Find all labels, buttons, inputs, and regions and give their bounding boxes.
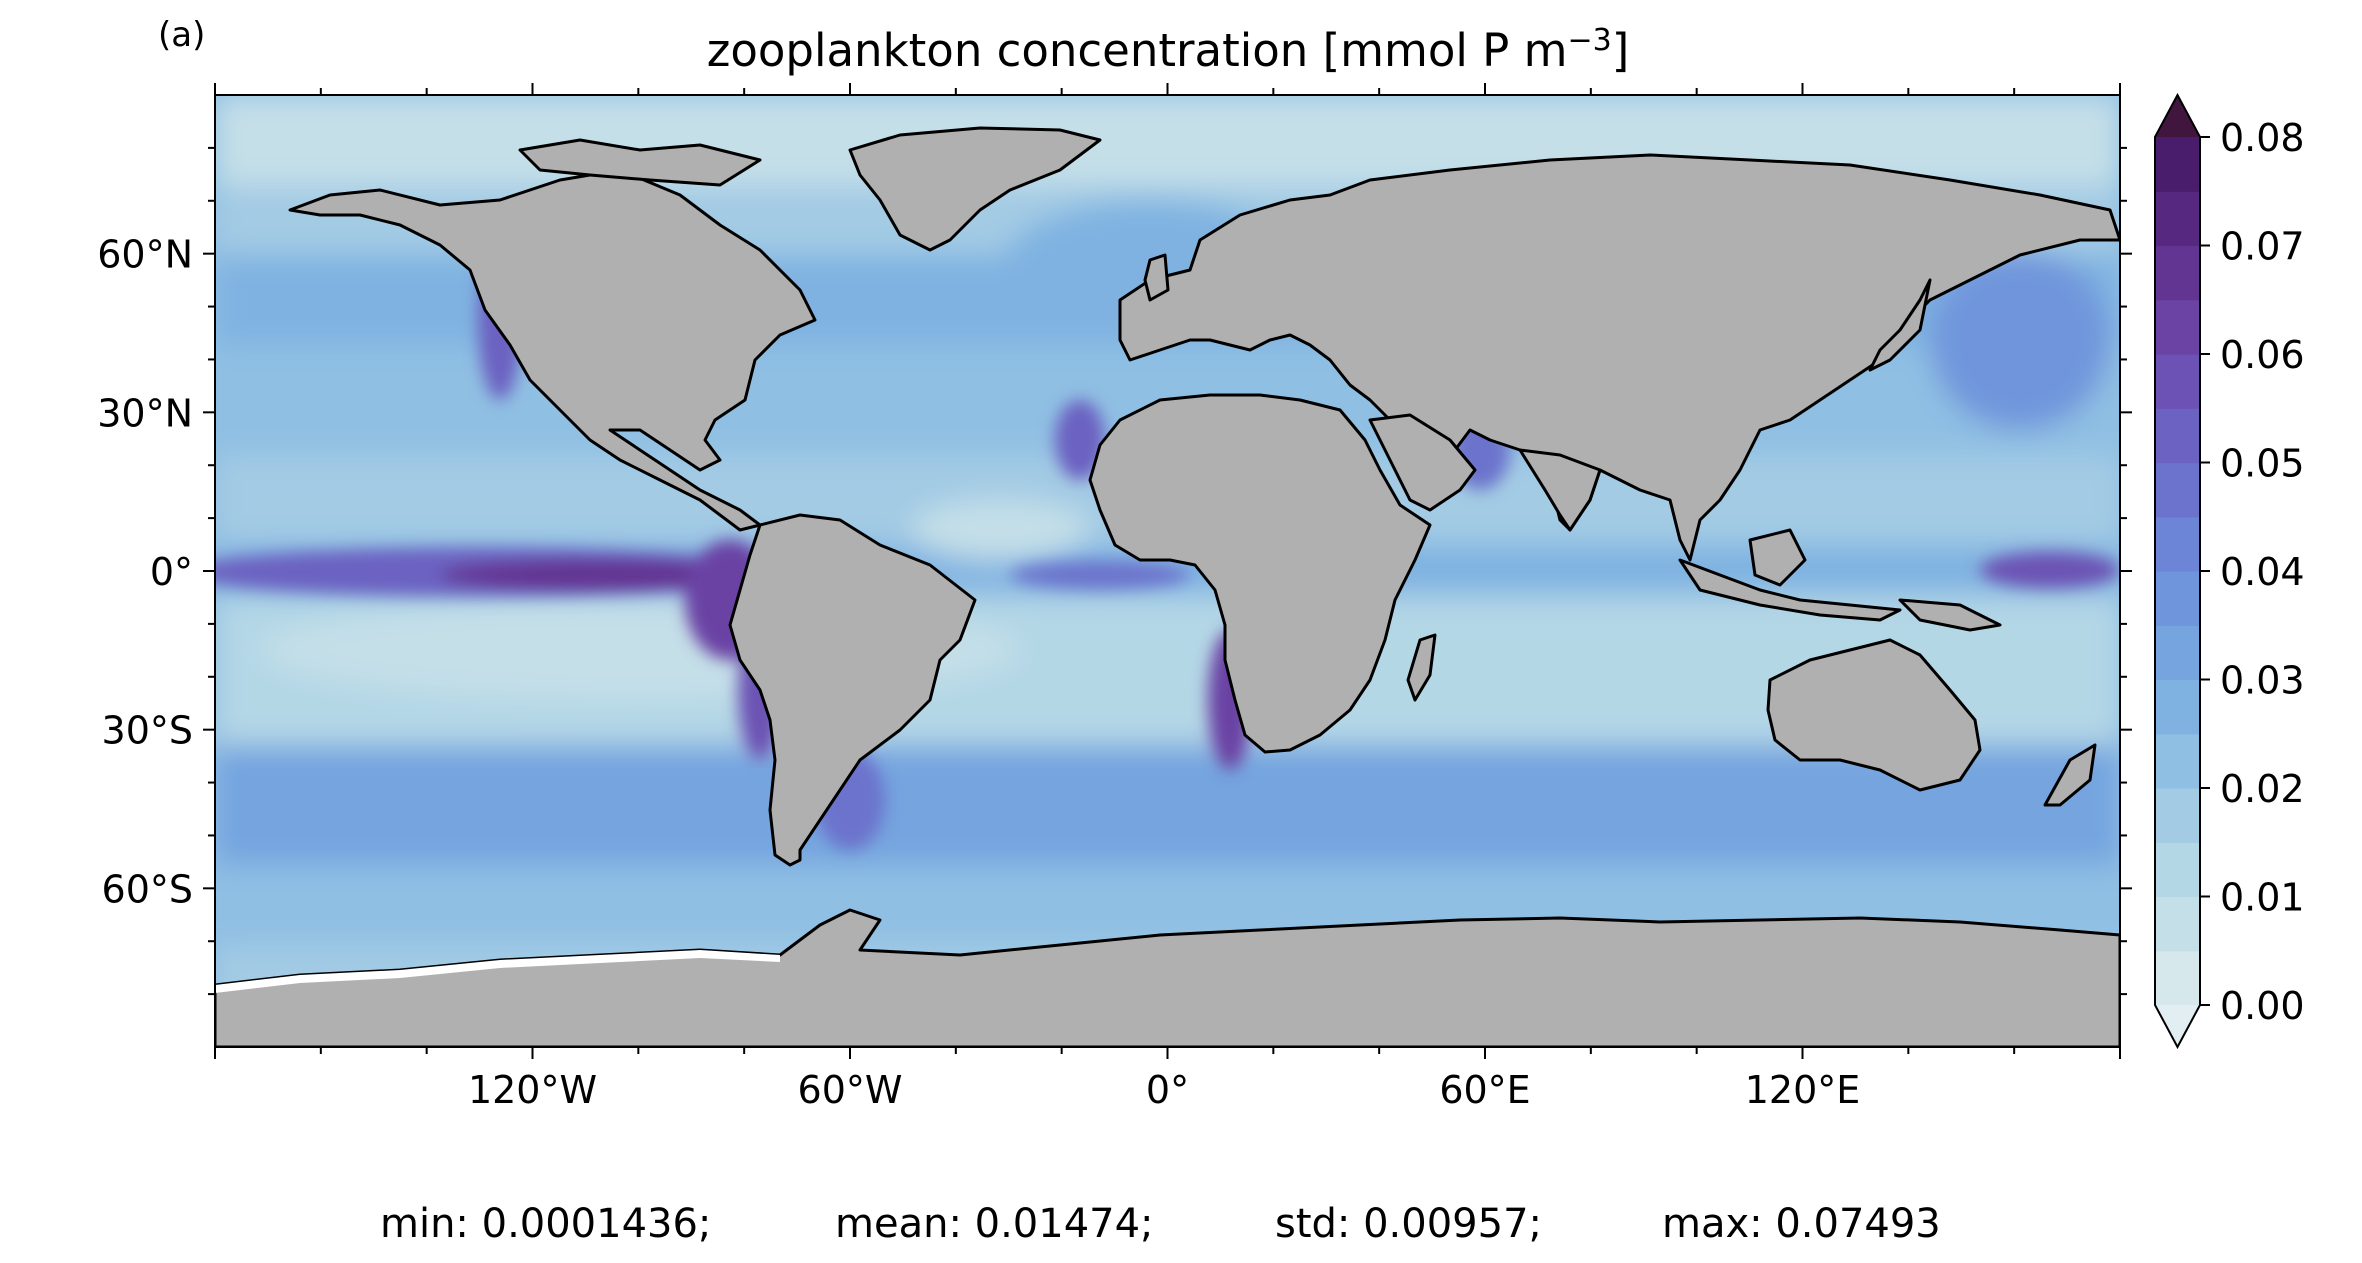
land-north-america [288,168,817,532]
colorbar-level [2155,137,2200,192]
colorbar-level [2155,733,2200,789]
stat-max: max: 0.07493 [1662,1201,1941,1247]
colorbar: 0.00 0.01 0.02 0.03 0.04 0.05 0.06 0.07 0.08 [2154,92,2305,1050]
land-masses [215,126,2120,1047]
colorbar-level [2155,191,2200,247]
land-indonesia [1678,558,1902,622]
colorbar-tick-label: 0.08 [2220,116,2305,160]
land-arabia [1368,413,1477,512]
lon-tick-label: 60°W [798,1068,903,1112]
colorbar-level [2155,299,2200,355]
land-eurasia [1118,153,2120,562]
colorbar-tick-label: 0.00 [2220,984,2305,1028]
lon-tick-label: 0° [1146,1068,1189,1112]
lat-tick-label: 60°S [102,867,193,911]
map-title-end: ] [1612,24,1630,77]
land-new-zealand [2043,743,2097,807]
lon-tick-label: 120°W [468,1068,597,1112]
stat-mean: mean: 0.01474; [835,1201,1154,1247]
map-title-superscript: −3 [1567,23,1611,58]
colorbar-level [2155,625,2200,681]
colorbar-level [2155,516,2200,572]
colorbar-level [2155,842,2200,898]
colorbar-level [2155,571,2200,626]
panel-label: (a) [158,15,205,55]
land-south-america [728,513,977,867]
lat-tick-label: 30°N [97,391,193,435]
land-greenland [848,126,1102,252]
colorbar-tick-label: 0.06 [2220,333,2305,377]
lon-tick-label: 120°E [1745,1068,1861,1112]
colorbar-tick-label: 0.04 [2220,550,2305,594]
sea-ice-south [215,950,780,993]
lon-tick-label: 60°E [1439,1068,1530,1112]
land-borneo [1748,528,1807,587]
colorbar-tick-label: 0.05 [2220,442,2305,486]
colorbar-level [2155,245,2200,301]
land-canadian-arctic [518,138,762,187]
stat-std: std: 0.00957; [1275,1201,1542,1247]
longitude-axis: 120°W 60°W 0° 60°E 120°E [214,83,2121,1112]
land-australia [1766,638,1982,792]
colorbar-level [2155,354,2200,409]
land-antarctica [215,908,2120,1047]
colorbar-level [2155,896,2200,952]
stats-footer: min: 0.0001436; mean: 0.01474; std: 0.00… [380,1201,1941,1247]
lat-tick-label: 0° [150,550,193,594]
colorbar-tick-label: 0.01 [2220,876,2305,920]
land-madagascar [1406,633,1437,702]
land-india [1518,448,1602,532]
colorbar-level [2155,950,2200,1006]
colorbar-tick-label: 0.03 [2220,659,2305,703]
land-new-guinea [1898,598,2002,632]
colorbar-level [2155,679,2200,735]
stat-min: min: 0.0001436; [380,1201,711,1247]
colorbar-tick-label: 0.07 [2220,225,2305,269]
colorbar-level [2155,408,2200,464]
map-area [215,95,2120,1047]
latitude-axis: 60°N 30°N 0° 30°S 60°S [97,146,2132,996]
land-africa [1088,393,1432,754]
colorbar-level [2155,788,2200,843]
colorbar-tick-label: 0.02 [2220,767,2305,811]
map-title: zooplankton concentration [mmol P m−3] [707,23,1630,77]
map-title-main: zooplankton concentration [mmol P m [707,24,1568,77]
land-uk [1143,253,1170,302]
colorbar-level [2155,462,2200,518]
lat-tick-label: 30°S [102,709,193,753]
land-japan [1868,278,1932,372]
colorbar-over-triangle [2155,95,2200,137]
lat-tick-label: 60°N [97,233,193,277]
colorbar-under-triangle [2155,1005,2200,1047]
